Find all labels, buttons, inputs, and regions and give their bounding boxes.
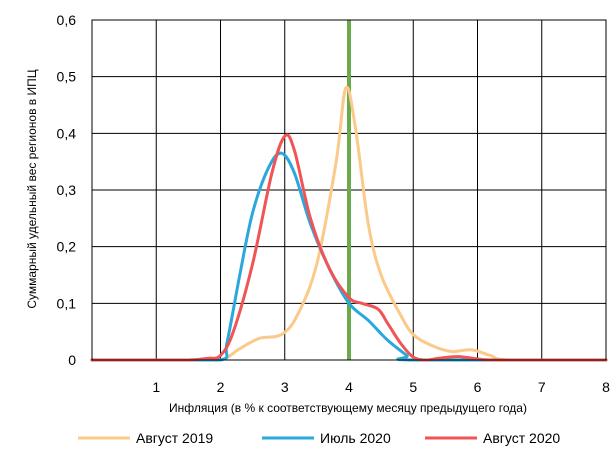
legend-label: Август 2019 <box>136 430 213 446</box>
y-tick-label: 0,3 <box>57 182 77 198</box>
legend-item: Август 2020 <box>425 430 560 446</box>
x-axis-title: Инфляция (в % к соответствующему месяцу … <box>169 401 527 415</box>
legend: Август 2019 Июль 2020 Август 2020 <box>78 430 560 446</box>
x-axis-tick-labels: 1 2 3 4 5 6 7 8 <box>152 379 610 395</box>
y-axis-title: Суммарный удельный вес регионов в ИПЦ <box>25 69 39 308</box>
y-tick-label: 0,5 <box>57 69 77 85</box>
y-axis-tick-labels: 0 0,1 0,2 0,3 0,4 0,5 0,6 <box>57 12 77 368</box>
series-line-2 <box>90 151 608 362</box>
x-tick-label: 1 <box>152 379 160 395</box>
y-tick-label: 0,2 <box>57 239 77 255</box>
y-tick-label: 0 <box>68 352 76 368</box>
series-lines <box>90 85 608 362</box>
plot-area-border <box>91 19 607 361</box>
legend-label: Июль 2020 <box>320 430 391 446</box>
x-tick-label: 7 <box>538 379 546 395</box>
y-tick-label: 0,1 <box>57 295 77 311</box>
x-tick-label: 6 <box>474 379 482 395</box>
x-tick-label: 5 <box>409 379 417 395</box>
legend-label: Август 2020 <box>483 430 560 446</box>
y-tick-label: 0,6 <box>57 12 77 28</box>
x-tick-label: 8 <box>602 379 610 395</box>
series-line-3 <box>90 133 608 362</box>
y-tick-label: 0,4 <box>57 125 77 141</box>
legend-item: Август 2019 <box>78 430 213 446</box>
legend-item: Июль 2020 <box>262 430 391 446</box>
x-tick-label: 2 <box>217 379 225 395</box>
x-tick-label: 4 <box>345 379 353 395</box>
x-tick-label: 3 <box>281 379 289 395</box>
series-line-1 <box>90 85 608 362</box>
